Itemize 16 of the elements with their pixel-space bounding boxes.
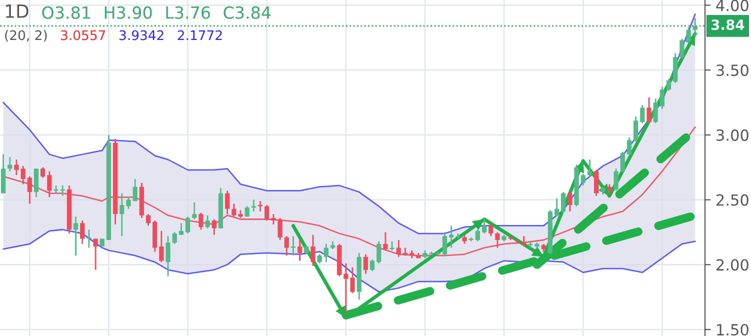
y-tick-label: 4.00 xyxy=(716,0,748,12)
annotation: 3.0557 xyxy=(61,30,106,40)
annotation: 2.1772 xyxy=(178,30,222,40)
ref-line-label: 3.84 xyxy=(711,19,744,30)
y-tick-label: 1.50 xyxy=(717,324,748,336)
annotation: H3.90 xyxy=(104,6,152,19)
y-tick-label: 2.50 xyxy=(716,194,748,206)
annotation: (20, 2) xyxy=(5,30,47,42)
chart-title: 1D xyxy=(6,4,28,18)
y-tick-label: 2.00 xyxy=(716,259,748,271)
annotation: L3.76 xyxy=(166,6,210,19)
annotation: 3.9342 xyxy=(120,30,164,40)
y-tick-label: 3.50 xyxy=(716,64,748,76)
annotation: O3.81 xyxy=(42,6,90,19)
y-tick-label: 3.00 xyxy=(716,129,748,141)
annotation: C3.84 xyxy=(224,6,271,19)
